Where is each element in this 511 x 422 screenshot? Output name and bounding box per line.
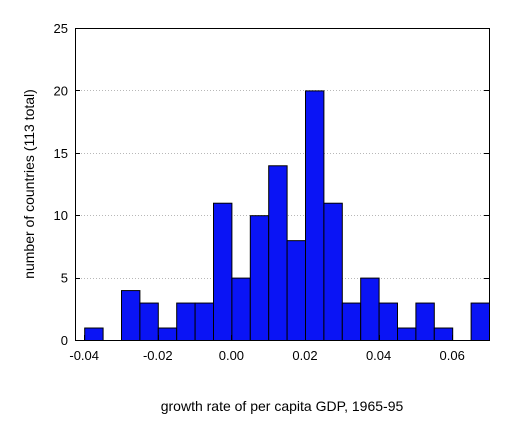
y-tick-label: 0 (61, 333, 68, 348)
histogram-bar (286, 240, 307, 341)
histogram-bar (415, 302, 435, 341)
histogram-bar (470, 302, 491, 341)
histogram-bar (249, 215, 270, 341)
histogram-bar (397, 327, 417, 341)
x-tick-label: 0.00 (219, 348, 244, 363)
histogram-bar (360, 277, 380, 342)
x-tick-label: -0.04 (69, 348, 99, 363)
x-tick-label: 0.06 (440, 348, 465, 363)
histogram-bar (341, 302, 362, 341)
histogram-bar (231, 277, 251, 342)
histogram-bar (194, 302, 215, 341)
plot-frame (75, 28, 490, 341)
x-axis-label: growth rate of per capita GDP, 1965-95 (161, 398, 404, 414)
histogram-bar (433, 327, 454, 341)
x-tick-label: 0.04 (366, 348, 391, 363)
histogram-bar (176, 302, 196, 341)
histogram-bar (213, 202, 233, 341)
histogram-bar (268, 165, 288, 341)
histogram-bar (378, 302, 399, 341)
histogram-bar (84, 327, 104, 341)
histogram-bars (84, 90, 491, 342)
y-tick-label: 25 (54, 21, 68, 36)
y-tick-label: 10 (54, 208, 68, 223)
y-tick-label: 20 (54, 83, 68, 98)
y-axis-label: number of countries (113 total) (21, 89, 37, 279)
axis-ticks: 0 5 10 15 20 25 -0.04 -0.02 0.00 0.02 0.04 0.06 (54, 21, 489, 363)
x-tick-label: 0.02 (292, 348, 317, 363)
histogram-bar (323, 202, 343, 341)
histogram-bar (305, 90, 325, 342)
x-tick-label: -0.02 (143, 348, 173, 363)
y-tick-label: 15 (54, 146, 68, 161)
histogram-bar (121, 290, 141, 341)
histogram-bar (139, 302, 159, 341)
y-tick-label: 5 (61, 271, 68, 286)
histogram-bar (157, 327, 178, 341)
